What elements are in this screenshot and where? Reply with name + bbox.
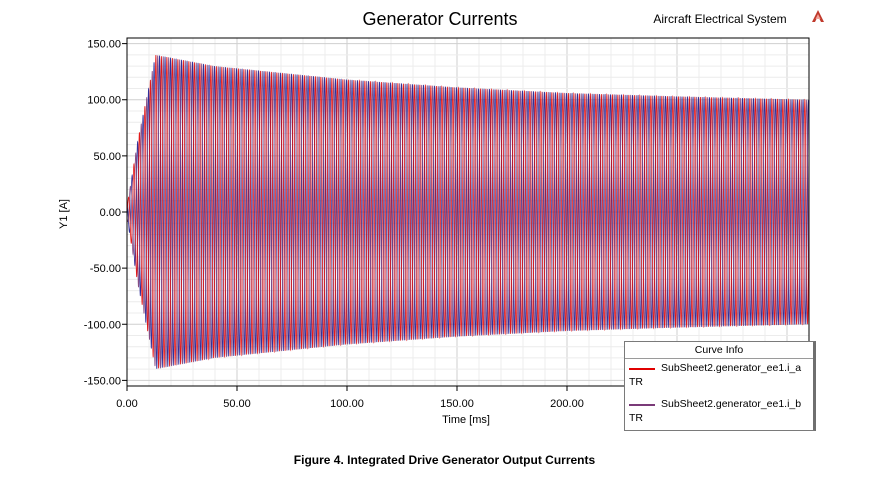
x-tick-label: 0.00 xyxy=(116,398,137,410)
ansys-logo-icon[interactable] xyxy=(811,9,825,23)
chart-title: Generator Currents xyxy=(362,9,517,29)
legend-entry-name: SubSheet2.generator_ee1.i_a xyxy=(661,362,802,374)
chart-subtitle: Aircraft Electrical System xyxy=(653,12,786,26)
y-axis-label: Y1 [A] xyxy=(58,199,70,229)
legend-title: Curve Info xyxy=(625,342,813,359)
series-layer xyxy=(126,54,810,369)
series-line-i-c xyxy=(126,55,810,369)
legend-entry-name: SubSheet2.generator_ee1.i_b xyxy=(661,398,802,410)
y-tick-label: 150.00 xyxy=(87,39,121,51)
figure-caption: Figure 4. Integrated Drive Generator Out… xyxy=(293,453,596,467)
x-tick-label: 200.00 xyxy=(550,398,584,410)
y-tick-label: 50.00 xyxy=(93,151,121,163)
legend[interactable]: Curve Info SubSheet2.generator_ee1.i_a T… xyxy=(624,341,816,431)
y-tick-label: -50.00 xyxy=(90,263,121,275)
series-line-i-a xyxy=(126,54,810,369)
y-tick-label: 0.00 xyxy=(100,207,121,219)
legend-entry-sub: TR xyxy=(629,412,643,424)
series-line-i-b xyxy=(126,55,810,369)
y-tick-label: -150.00 xyxy=(84,375,121,387)
x-tick-label: 100.00 xyxy=(330,398,364,410)
y-tick-label: 100.00 xyxy=(87,95,121,107)
x-tick-label: 50.00 xyxy=(223,398,251,410)
legend-entry-sub: TR xyxy=(629,376,643,388)
y-tick-label: -100.00 xyxy=(84,319,121,331)
plot-area xyxy=(126,37,810,387)
legend-entry-i-a[interactable]: SubSheet2.generator_ee1.i_a TR xyxy=(625,359,813,393)
y-axis-ticks: 150.00 100.00 50.00 0.00 -50.00 -100.00 -150.0… xyxy=(84,39,127,387)
legend-swatch-i-a xyxy=(629,368,655,370)
legend-swatch-i-b xyxy=(629,404,655,406)
x-axis-label: Time [ms] xyxy=(442,414,490,426)
x-tick-label: 150.00 xyxy=(440,398,474,410)
legend-entry-i-b[interactable]: SubSheet2.generator_ee1.i_b TR xyxy=(625,393,813,429)
